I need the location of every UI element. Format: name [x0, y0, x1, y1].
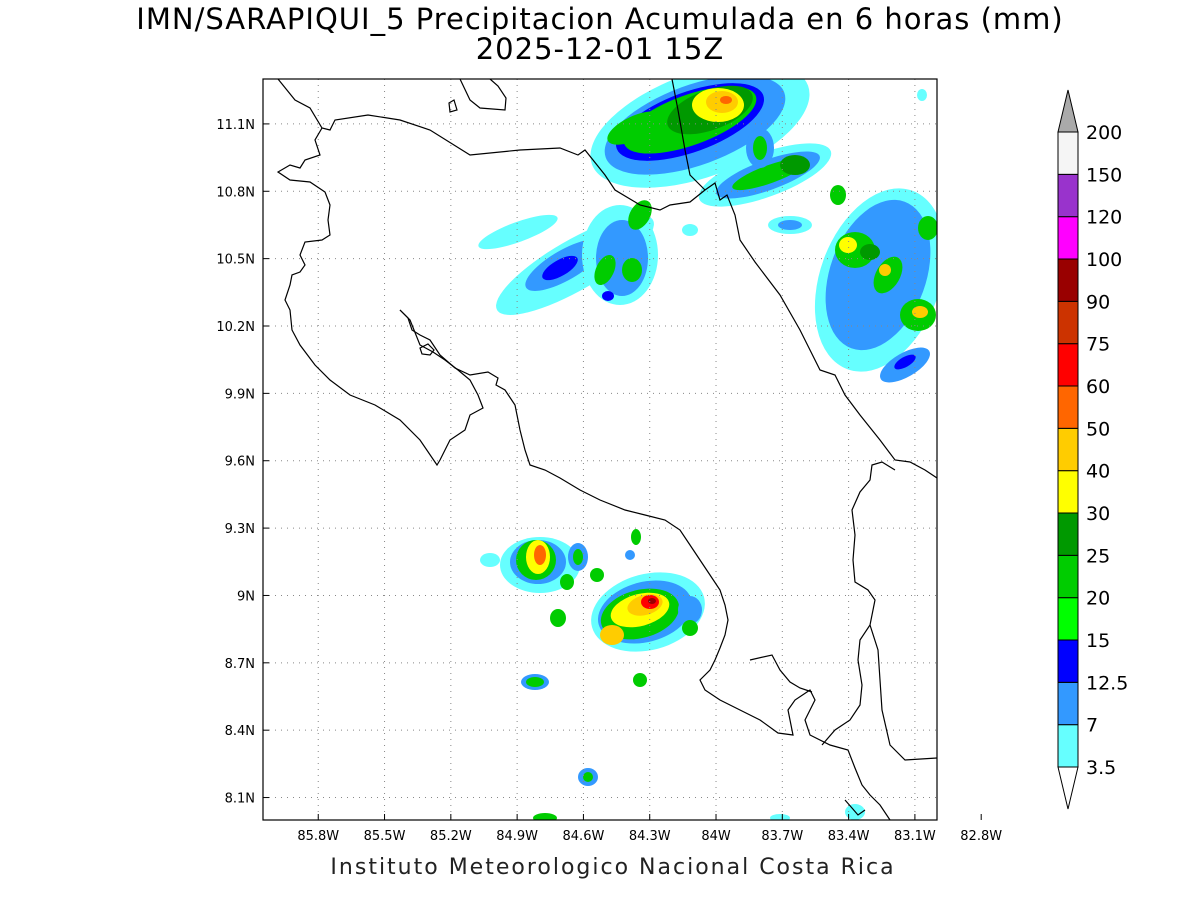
colorbar-swatch — [1057, 343, 1079, 387]
map-frame — [262, 78, 938, 821]
lat-tick-label: 11.1N — [216, 118, 255, 133]
colorbar-label: 150 — [1086, 164, 1122, 186]
border-north-segment — [671, 79, 706, 191]
border-nicaragua — [277, 79, 937, 479]
colorbar-swatch — [1057, 554, 1079, 599]
colorbar-swatch — [1057, 300, 1079, 345]
lon-tick-label: 85.5W — [364, 829, 406, 844]
colorbar-label: 3.5 — [1086, 757, 1116, 779]
lon-tick-label: 85.8W — [297, 829, 339, 844]
lat-tick-label: 9.3N — [225, 522, 255, 537]
lat-tick-label: 9N — [237, 589, 255, 604]
lon-tick-label: 83.7W — [761, 829, 803, 844]
lat-tick-label: 8.1N — [225, 792, 255, 807]
colorbar-label: 100 — [1086, 249, 1122, 271]
colorbar-swatch — [1057, 470, 1079, 514]
lake-nicaragua-shore — [459, 79, 507, 111]
burica-border — [821, 461, 896, 746]
coastlines-borders — [276, 79, 937, 820]
lat-tick-label: 10.5N — [216, 253, 255, 268]
colorbar-label: 20 — [1086, 588, 1110, 610]
colorbar-label: 30 — [1086, 503, 1110, 525]
lat-tick-label: 10.2N — [216, 320, 255, 335]
colorbar-swatch — [1057, 597, 1079, 641]
map-grid — [263, 79, 937, 820]
panama-coast — [869, 624, 937, 761]
colorbar-label: 90 — [1086, 291, 1110, 313]
precip-cell-south-central — [591, 572, 705, 652]
lon-tick-label: 83.1W — [894, 829, 936, 844]
colorbar-label: 75 — [1086, 334, 1110, 356]
lon-tick-label: 83.4W — [828, 829, 870, 844]
lon-tick-label: 82.8W — [960, 829, 1002, 844]
lon-tick-label: 84.9W — [496, 829, 538, 844]
gulf-nicoya-shore — [399, 309, 891, 820]
colorbar-under-triangle — [1057, 766, 1079, 810]
colorbar-label: 200 — [1086, 122, 1122, 144]
map-title: IMN/SARAPIQUI_5 Precipitacion Acumulada … — [136, 2, 1064, 36]
colorbar-swatch — [1057, 216, 1079, 260]
lon-tick-label: 84.3W — [629, 829, 671, 844]
colorbar-swatch — [1057, 258, 1079, 302]
lat-tick-label: 10.8N — [216, 185, 255, 200]
colorbar-swatch — [1057, 512, 1079, 556]
golfo-dulce-shore — [749, 654, 813, 693]
island-north — [448, 99, 458, 113]
colorbar-label: 15 — [1086, 630, 1110, 652]
colorbar-swatch — [1057, 427, 1079, 472]
colorbar-label: 50 — [1086, 418, 1110, 440]
colorbar-over-triangle — [1057, 89, 1079, 133]
precip-cell-south-west — [480, 529, 641, 627]
pacific-coast-guanacaste — [276, 127, 484, 467]
punta-burica — [844, 799, 866, 816]
lon-tick-label: 85.2W — [430, 829, 472, 844]
colorbar-swatch — [1057, 639, 1079, 683]
colorbar-label: 25 — [1086, 545, 1110, 567]
colorbar-label: 12.5 — [1086, 672, 1128, 694]
colorbar: 3.5 7 12.5 15 20 25 30 40 50 60 75 90 100 120 150 200 — [1057, 89, 1128, 810]
lat-tick-label: 8.4N — [225, 724, 255, 739]
precip-band-central — [478, 200, 812, 315]
colorbar-swatch — [1057, 173, 1079, 218]
colorbar-label: 7 — [1086, 715, 1098, 737]
colorbar-label: 120 — [1086, 207, 1122, 229]
precip-band-east-north — [698, 128, 832, 207]
lat-tick-label: 9.6N — [225, 455, 255, 470]
longitude-axis: 85.8W 85.5W 85.2W 84.9W 84.6W 84.3W 84W 83.7W 83… — [297, 814, 1002, 844]
precip-band-caribbean — [814, 185, 937, 383]
colorbar-swatch — [1057, 385, 1079, 429]
lat-tick-label: 9.9N — [225, 387, 255, 402]
colorbar-swatch — [1057, 131, 1079, 175]
precipitation-field — [478, 79, 937, 820]
precip-cell-north — [590, 79, 810, 188]
lon-tick-label: 84.6W — [563, 829, 605, 844]
lon-tick-label: 84W — [701, 829, 731, 844]
colorbar-swatch — [1057, 681, 1079, 726]
map-subtitle-time: 2025-12-01 15Z — [475, 32, 725, 66]
colorbar-swatch — [1057, 724, 1079, 768]
colorbar-label: 40 — [1086, 461, 1110, 483]
footer-credit: Instituto Meteorologico Nacional Costa R… — [330, 855, 896, 880]
latitude-axis: 11.1N 10.8N 10.5N 10.2N 9.9N 9.6N 9.3N 9N 8.7N 8.… — [216, 118, 269, 807]
lat-tick-label: 8.7N — [225, 657, 255, 672]
colorbar-label: 60 — [1086, 376, 1110, 398]
nicoya-island — [419, 343, 435, 356]
